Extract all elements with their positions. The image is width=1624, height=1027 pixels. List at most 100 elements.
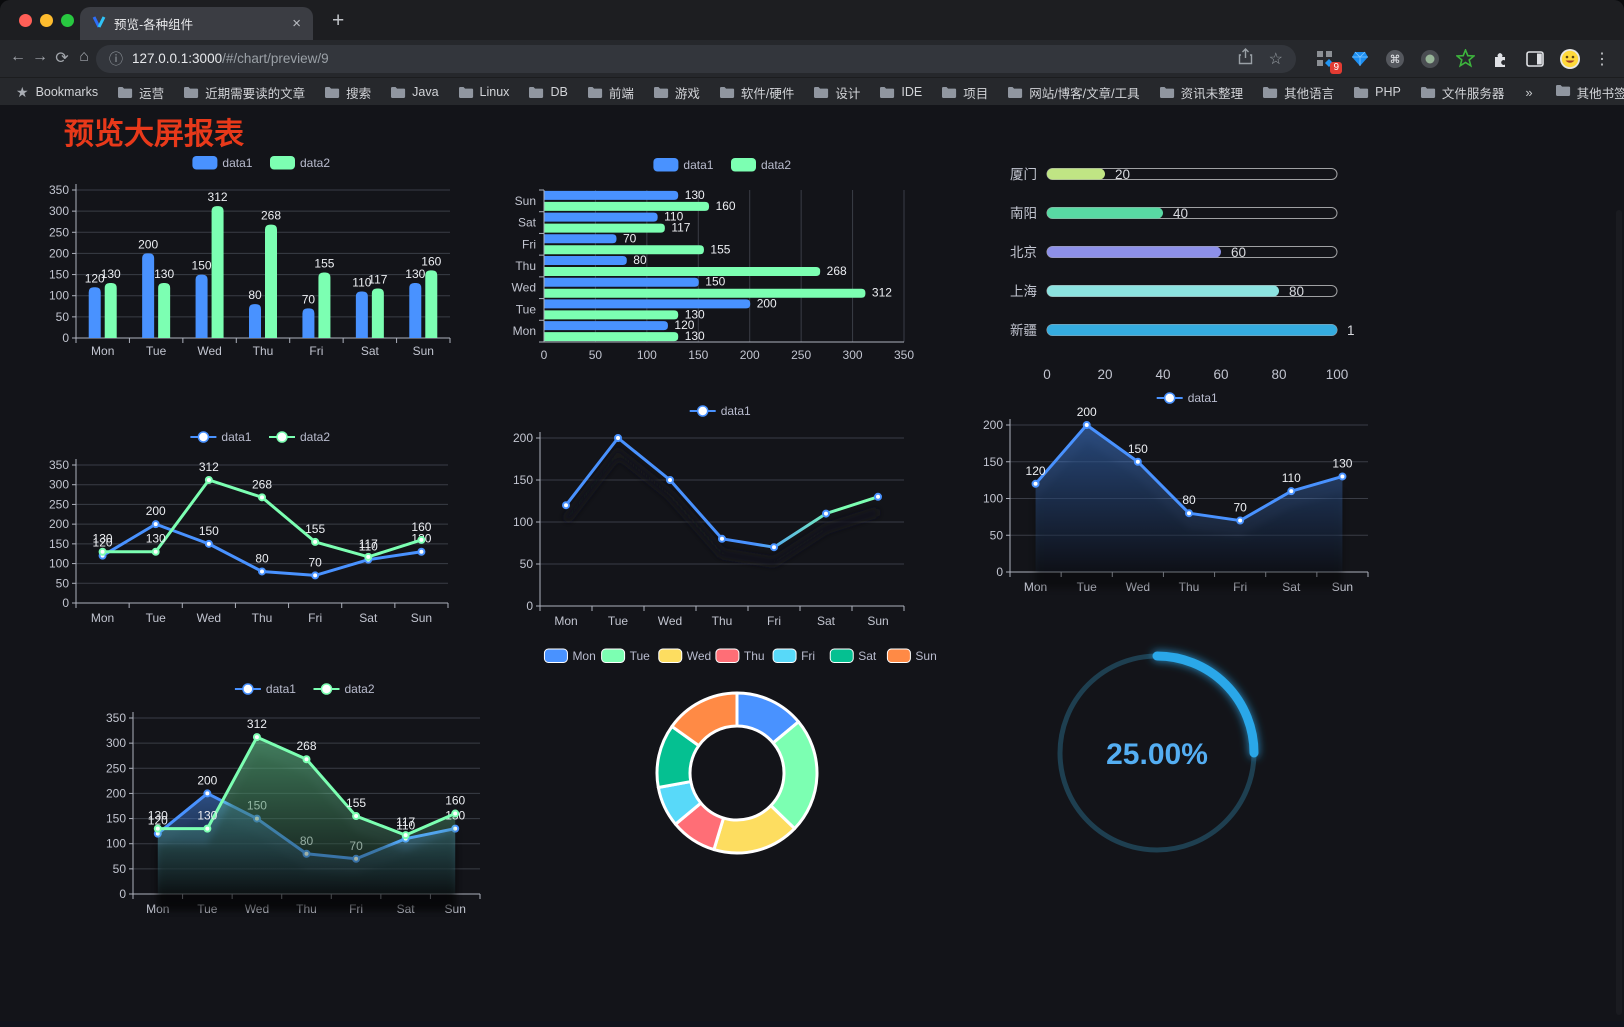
bookmark-folder[interactable]: 近期需要读的文章 [183,83,305,102]
chart-line-area[interactable]: data1 0 50 100 150 200 Mon Tue Wed Thu Fri Sat Sun 12… [980,385,1400,600]
svg-text:Thu: Thu [252,611,273,625]
minimize-window-button[interactable] [40,14,53,27]
svg-text:200: 200 [138,237,158,251]
forward-button[interactable]: → [32,48,48,65]
chart-line-dual[interactable]: data1 data2 0 50 100 150 200 250 300 350 Mon Tue Wed… [40,420,460,650]
browser-menu-icon[interactable]: ⋮ [1594,50,1610,68]
site-info-icon[interactable]: ⓘ [109,51,123,67]
bookmarks-overflow-chevron[interactable]: » [1525,84,1533,100]
svg-text:50: 50 [520,557,534,571]
share-icon[interactable] [1238,48,1253,70]
svg-text:25.00%: 25.00% [1106,738,1208,771]
svg-text:Fri: Fri [308,611,322,625]
svg-text:Tue: Tue [146,611,167,625]
chart-line-area-dual[interactable]: data1 data2 0 50 100 150 200 250 300 350 Mon Tue Wed… [95,670,515,925]
bookmark-folder[interactable]: PHP [1353,85,1401,99]
bookmark-folder[interactable]: 资讯未整理 [1159,83,1243,102]
line-dual-canvas[interactable]: data1 data2 0 50 100 150 200 250 300 350 Mon Tue Wed… [40,420,460,650]
svg-text:Mon: Mon [91,611,114,625]
bookmark-star-icon[interactable]: ☆ [1268,51,1283,68]
svg-text:155: 155 [710,242,730,256]
svg-text:160: 160 [716,199,736,213]
bar-grouped-canvas[interactable]: data1 data2050100150200250300350Mon120130… [40,150,460,365]
bookmark-folder[interactable]: 游戏 [653,83,700,102]
svg-text:250: 250 [791,348,811,362]
bookmark-folder[interactable]: 前端 [587,83,634,102]
chart-gauge[interactable]: 25.00% [1040,640,1280,875]
browser-tab[interactable]: 预览-各种组件 × [80,7,313,40]
bookmark-folder[interactable]: 运营 [117,83,164,102]
svg-text:150: 150 [106,812,126,826]
pie-donut-canvas[interactable]: Mon Tue Wed Thu Fri Sat Sun [540,640,940,910]
maximize-window-button[interactable] [61,14,74,27]
svg-text:⌘: ⌘ [1390,54,1401,66]
command-extension-icon[interactable]: ⌘ [1384,48,1406,70]
svg-text:350: 350 [49,458,69,472]
home-button[interactable]: ⌂ [79,48,89,65]
bookmark-folder[interactable]: 设计 [813,83,860,102]
svg-text:200: 200 [740,348,760,362]
line-gradient-canvas[interactable]: data1 0 50 100 150 200 Mon Tue Wed Thu Fri Sat Sun [500,395,920,635]
chart-progress-bars[interactable]: 厦门 20 南阳 40 北京 60 上海 80 新疆 100 0 20 40 60 80 100 [985,153,1355,388]
bookmark-folder[interactable]: 文件服务器 [1420,83,1504,102]
svg-text:150: 150 [513,473,533,487]
recorder-extension-icon[interactable] [1419,48,1441,70]
extensions-puzzle-icon[interactable] [1489,48,1511,70]
bookmark-folder[interactable]: 网站/博客/文章/工具 [1007,83,1140,102]
svg-text:50: 50 [56,310,70,324]
progress-bars-canvas[interactable]: 厦门 20 南阳 40 北京 60 上海 80 新疆 100 0 20 40 60 80 100 [985,153,1355,388]
close-window-button[interactable] [19,14,32,27]
svg-text:155: 155 [314,256,334,270]
bookmark-folder[interactable]: 项目 [941,83,988,102]
toolbar: ← → ⟳ ⌂ ⓘ 127.0.0.1:3000/#/chart/preview… [0,40,1624,77]
bookmark-folder[interactable]: 软件/硬件 [719,83,794,102]
page-scrollbar[interactable] [1616,210,1622,1015]
bookmark-folder[interactable]: 其他语言 [1262,83,1334,102]
address-bar[interactable]: ⓘ 127.0.0.1:3000/#/chart/preview/9 ☆ [96,45,1296,73]
page-title: 预览大屏报表 [64,118,244,151]
svg-text:Mon: Mon [572,649,595,663]
svg-text:北京: 北京 [1010,245,1037,260]
chart-line-gradient[interactable]: data1 0 50 100 150 200 Mon Tue Wed Thu Fri Sat Sun [500,395,920,635]
svg-text:200: 200 [197,773,217,787]
bookmark-folder[interactable]: IDE [879,85,922,99]
chart-grouped-bar[interactable]: data1 data2 0 50 100 150 200 250 300 350 Mon 120 130… [40,150,460,365]
profile-avatar[interactable] [1559,48,1581,70]
svg-text:data1: data1 [266,682,296,696]
bookmarks-label[interactable]: Bookmarks [35,85,99,99]
svg-text:120: 120 [85,271,105,285]
tab-close-icon[interactable]: × [292,15,301,32]
svg-text:117: 117 [359,537,378,551]
other-bookmarks[interactable]: 其他书签 [1555,83,1624,102]
gem-extension-icon[interactable] [1349,48,1371,70]
svg-text:Thu: Thu [744,649,765,663]
svg-text:350: 350 [894,348,914,362]
svg-text:50: 50 [113,862,127,876]
svg-text:data2: data2 [300,156,330,170]
svg-text:312: 312 [872,286,892,300]
svg-text:200: 200 [757,296,777,310]
chart-donut-pie[interactable]: Mon Tue Wed Thu Fri Sat Sun [540,640,940,910]
bookmark-folder[interactable]: Linux [458,85,509,99]
svg-text:Sun: Sun [915,649,936,663]
tab-manager-extension-icon[interactable]: 9 [1314,48,1342,74]
star-extension-icon[interactable] [1454,48,1476,70]
bookmark-folder[interactable]: 搜索 [324,83,371,102]
bookmark-folder[interactable]: Java [390,85,439,99]
gauge-canvas[interactable]: 25.00% [1040,640,1280,875]
bookmark-folder[interactable]: DB [528,85,568,99]
svg-text:300: 300 [49,204,69,218]
back-button[interactable]: ← [10,48,26,65]
chart-horizontal-bar[interactable]: data1 data2 0 50 100 150 200 250 300 350 Mon 120 130… [500,150,920,372]
svg-text:Wed: Wed [512,281,536,295]
side-panel-icon[interactable] [1524,48,1546,70]
svg-text:312: 312 [199,460,219,474]
svg-text:Sat: Sat [858,649,877,663]
bookmarks-star-icon: ★ [16,83,29,100]
reload-button[interactable]: ⟳ [55,50,69,67]
new-tab-button[interactable]: + [332,9,345,32]
